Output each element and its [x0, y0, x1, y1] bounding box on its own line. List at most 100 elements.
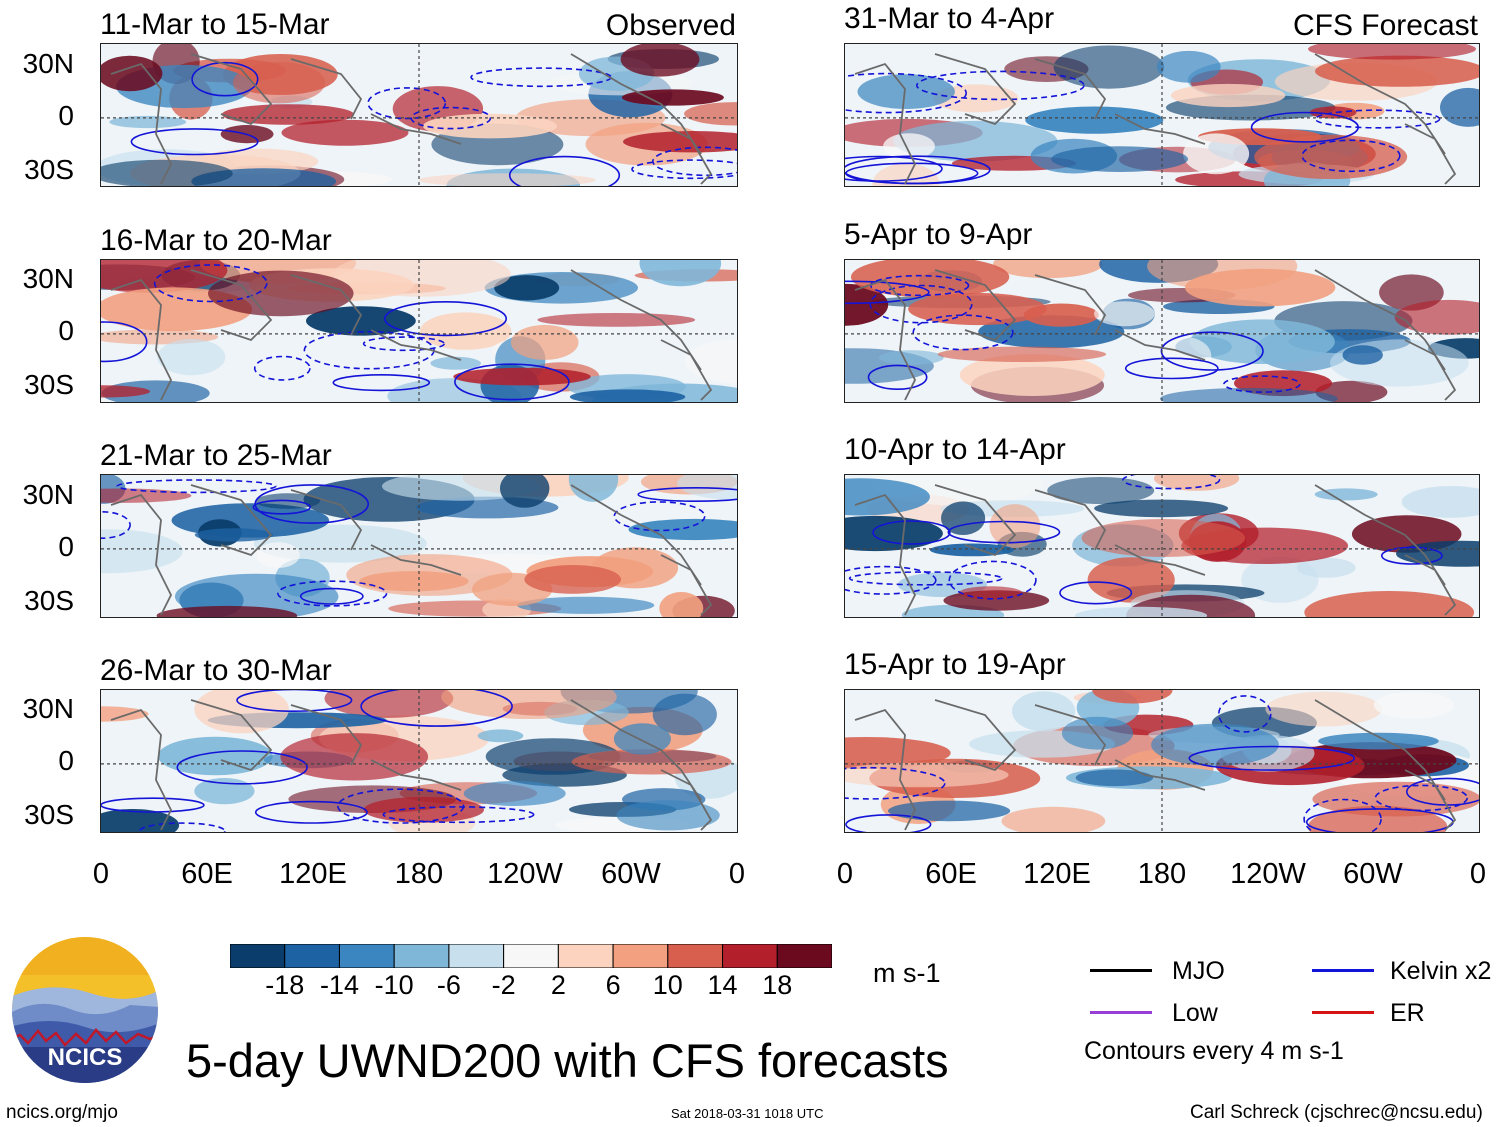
wind-anomaly-blob — [1304, 591, 1475, 617]
lon-label: 180 — [1137, 858, 1187, 890]
coastline — [1034, 58, 1107, 120]
coastline — [570, 53, 702, 155]
wind-anomaly-blob — [324, 690, 454, 718]
coastline — [934, 699, 1017, 772]
wind-anomaly-blob — [1012, 691, 1076, 732]
colorbar-swatch — [393, 943, 450, 969]
wind-anomaly-blob — [109, 115, 187, 129]
wind-anomaly-blob — [571, 749, 732, 775]
kelvin-contour — [637, 487, 737, 502]
lon-label: 0 — [1469, 858, 1487, 890]
wind-anomaly-blob — [494, 275, 560, 301]
colorbar-swatch — [557, 943, 614, 969]
coastline — [570, 269, 702, 371]
lon-label: 120W — [487, 858, 563, 890]
colorbar-swatch — [612, 943, 669, 969]
forecast-panel-2-title: 5-Apr to 9-Apr — [844, 218, 1033, 251]
kelvin-contour — [176, 750, 308, 785]
wind-anomaly-blob — [1081, 519, 1246, 557]
colorbar-swatch — [667, 943, 724, 969]
observed-map-panel-4 — [100, 689, 738, 833]
kelvin-contour — [254, 800, 368, 824]
kelvin-contour — [1059, 581, 1133, 605]
kelvin-contour — [1124, 357, 1219, 380]
wind-anomaly-blob — [845, 283, 889, 326]
lat-label-0: 0 — [58, 745, 74, 776]
lon-label: 60W — [1343, 858, 1403, 890]
colorbar-tick-label: -18 — [265, 970, 305, 1000]
lon-label: 120E — [279, 858, 347, 890]
kelvin-contour — [872, 520, 951, 545]
wind-anomaly-blob — [616, 800, 720, 831]
kelvin-contour — [101, 511, 131, 539]
wind-anomaly-blob — [1074, 606, 1208, 617]
wind-anomaly-blob — [1094, 301, 1155, 327]
wind-anomaly-blob — [621, 89, 724, 106]
wind-anomaly-blob — [879, 350, 944, 365]
coastline — [1314, 53, 1446, 155]
coastline — [1404, 339, 1457, 401]
wind-anomaly-blob — [423, 113, 557, 139]
wind-anomaly-blob — [845, 515, 943, 552]
coastline — [1114, 544, 1206, 576]
wind-anomaly-blob — [993, 260, 1103, 279]
lon-label: 120E — [1023, 858, 1091, 890]
wind-anomaly-blob — [101, 809, 180, 832]
wind-anomaly-blob — [208, 270, 354, 317]
kelvin-contour — [101, 797, 205, 813]
wind-anomaly-blob — [568, 475, 619, 502]
kelvin-contour — [845, 155, 943, 182]
kelvin-contour — [1301, 139, 1401, 173]
lat-label-0: 0 — [58, 531, 74, 562]
wind-anomaly-blob — [628, 518, 737, 541]
colorbar-swatch — [448, 943, 505, 969]
wind-anomaly-blob — [1342, 345, 1383, 365]
coastline — [1034, 489, 1107, 551]
kelvin-contour — [337, 788, 465, 824]
coastline — [190, 699, 273, 772]
kelvin-contour — [631, 159, 737, 180]
coastline — [934, 484, 1017, 557]
wind-anomaly-blob — [281, 119, 409, 146]
kelvin-contour — [1223, 375, 1301, 393]
coastline — [660, 123, 713, 185]
wind-anomaly-blob — [1087, 557, 1175, 603]
coastline — [570, 484, 702, 586]
wind-anomaly-blob — [1185, 268, 1336, 307]
wind-anomaly-blob — [453, 367, 591, 386]
observed-panel-4-title: 26-Mar to 30-Mar — [100, 654, 332, 687]
coastline — [290, 274, 363, 336]
forecast-panel-1-title: 31-Mar to 4-Apr — [844, 2, 1055, 35]
lon-label: 60E — [925, 858, 977, 890]
kelvin-contour — [277, 580, 388, 607]
colorbar-swatch — [503, 943, 559, 969]
legend-er-label: ER — [1390, 999, 1425, 1027]
wind-anomaly-blob — [157, 339, 226, 376]
wind-anomaly-blob — [652, 693, 717, 736]
coastline — [934, 269, 1017, 342]
main-title: 5-day UWND200 with CFS forecasts — [186, 1034, 949, 1087]
coastline — [190, 269, 273, 342]
wind-anomaly-blob — [684, 339, 737, 383]
wind-anomaly-blob — [156, 605, 298, 617]
kelvin-contour — [845, 72, 967, 114]
colorbar-units: m s-1 — [873, 958, 941, 988]
wind-anomaly-blob — [430, 356, 482, 370]
lat-label-30n: 30N — [22, 693, 74, 724]
footer-timestamp: Sat 2018-03-31 1018 UTC — [671, 1106, 824, 1121]
observed-panel-3-title: 21-Mar to 25-Mar — [100, 439, 332, 472]
coastline — [290, 58, 363, 120]
footer-site-link[interactable]: ncics.org/mjo — [6, 1102, 118, 1123]
colorbar-tick-label: 14 — [707, 970, 738, 1000]
colorbar-swatch — [229, 943, 286, 969]
wind-anomaly-blob — [194, 778, 255, 805]
lat-label-30n: 30N — [22, 263, 74, 294]
wind-anomaly-blob — [958, 586, 1023, 600]
coastline — [370, 113, 462, 145]
kelvin-contour — [191, 61, 259, 97]
kelvin-contour — [383, 300, 507, 337]
coastline — [854, 62, 917, 185]
wind-anomaly-blob — [1051, 146, 1188, 172]
kelvin-contour — [236, 690, 353, 712]
wind-anomaly-blob — [959, 354, 1105, 396]
